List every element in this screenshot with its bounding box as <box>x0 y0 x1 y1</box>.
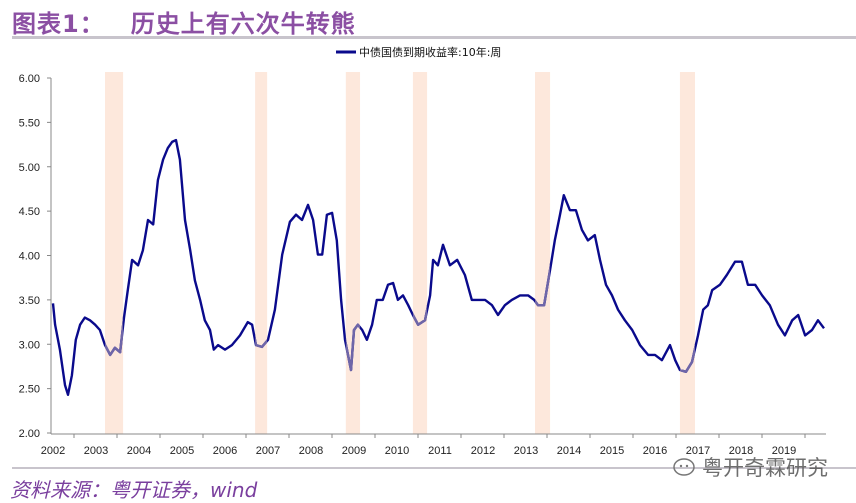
title-divider <box>12 36 856 39</box>
y-tick-label: 5.00 <box>19 162 40 174</box>
x-tick-label: 2009 <box>342 445 366 457</box>
x-tick-label: 2018 <box>729 445 753 457</box>
yield-line <box>51 138 825 396</box>
y-tick-label: 4.00 <box>19 251 40 263</box>
page-title: 图表1： 历史上有六次牛转熊 <box>12 4 356 39</box>
legend-label: 中债国债到期收益率:10年:周 <box>359 45 501 59</box>
x-tick-label: 2012 <box>471 445 495 457</box>
x-tick-label: 2019 <box>772 445 796 457</box>
y-tick-label: 5.50 <box>19 117 40 129</box>
legend: 中债国债到期收益率:10年:周 <box>336 45 501 59</box>
footer-divider <box>12 467 856 469</box>
x-tick-label: 2002 <box>41 445 65 457</box>
y-tick-label: 2.50 <box>19 384 40 396</box>
shaded-period-4 <box>412 72 428 434</box>
axes: 2.00 2.50 3.00 3.50 4.00 4.50 5.00 5.50 6.00 2002… <box>19 73 826 457</box>
x-tick-label: 2007 <box>256 445 280 457</box>
x-tick-label: 2010 <box>385 445 409 457</box>
y-tick-label: 6.00 <box>19 73 40 85</box>
x-tick-label: 2006 <box>213 445 237 457</box>
shaded-period-2 <box>255 72 268 434</box>
x-tick-label: 2017 <box>686 445 710 457</box>
x-tick-label: 2005 <box>170 445 194 457</box>
y-tick-label: 3.50 <box>19 295 40 307</box>
line-chart: 2.00 2.50 3.00 3.50 4.00 4.50 5.00 5.50 6.00 2002… <box>19 45 826 457</box>
shaded-period-5 <box>535 72 551 434</box>
shaded-period-6 <box>679 72 695 434</box>
y-tick-label: 2.00 <box>19 428 40 440</box>
x-tick-label: 2014 <box>557 445 581 457</box>
x-tick-label: 2003 <box>84 445 108 457</box>
shaded-periods <box>105 72 695 434</box>
y-tick-label: 3.00 <box>19 339 40 351</box>
x-tick-label: 2015 <box>600 445 624 457</box>
shaded-period-3 <box>345 72 361 434</box>
watermark: 粤开奇霖研究 <box>702 456 828 480</box>
y-tick-label: 4.50 <box>19 206 40 218</box>
yield-line-bear-segments <box>105 138 695 396</box>
source-note: 资料来源：粤开证券，wind <box>10 478 258 502</box>
shaded-period-1 <box>105 72 124 434</box>
x-tick-label: 2011 <box>428 445 452 457</box>
x-tick-label: 2004 <box>127 445 151 457</box>
wechat-icon <box>673 458 695 476</box>
x-tick-label: 2008 <box>299 445 323 457</box>
series-lines <box>51 138 825 396</box>
figure-title: 历史上有六次牛转熊 <box>130 10 356 38</box>
x-tick-label: 2013 <box>514 445 538 457</box>
figure-number: 图表1： <box>12 10 105 38</box>
x-tick-label: 2016 <box>643 445 667 457</box>
